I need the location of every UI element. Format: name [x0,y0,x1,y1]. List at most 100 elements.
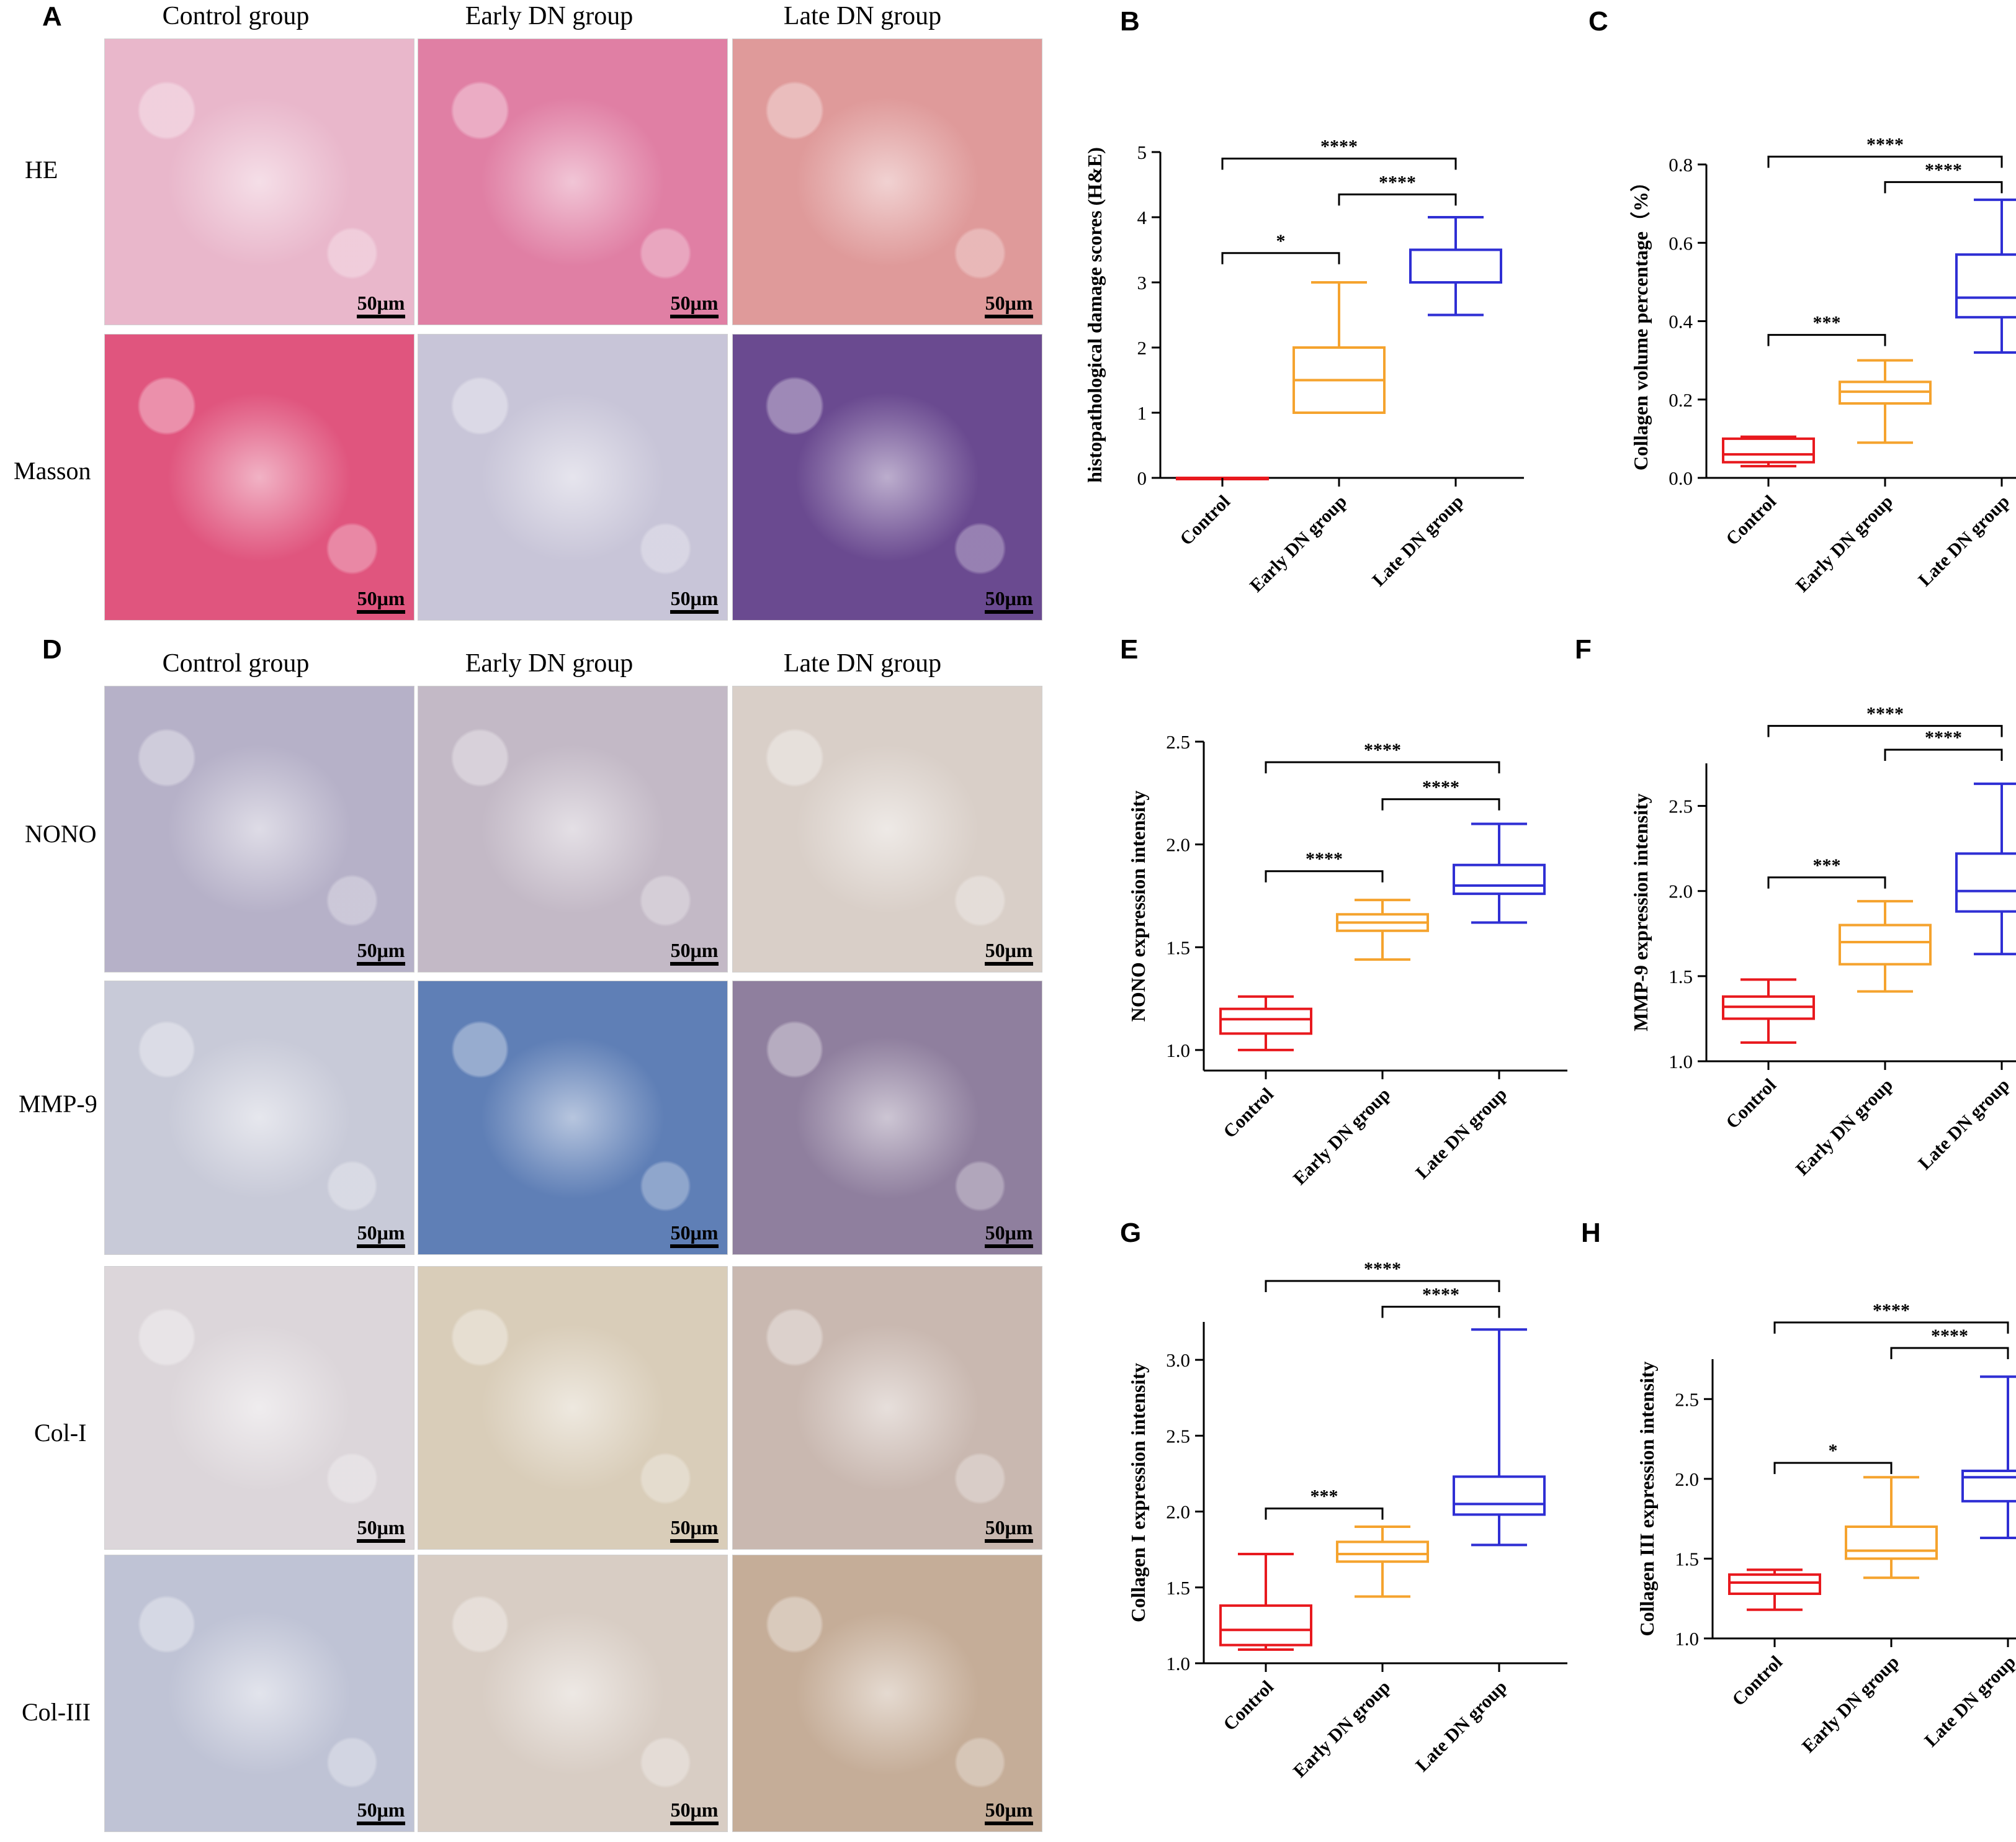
box-iqr [1955,852,2016,913]
y-tick-label: 1.0 [1675,1628,1699,1650]
micrograph-nono-3: 50μm [732,686,1042,973]
box-1 [1722,978,1815,1044]
scale-bar-line [670,1244,719,1248]
bracket-line [1265,1280,1500,1292]
x-tick-label: Control [1176,492,1234,550]
scale-bar-line [670,610,719,614]
y-tick-label: 1 [1137,402,1147,424]
micrograph-he-1: 50μm [104,38,414,325]
y-axis-label: histopathological damage scores (H&E) [1083,147,1106,483]
x-tick-label: Control [1728,1652,1786,1710]
box-iqr [1453,863,1546,896]
y-tick-label: 4 [1137,207,1147,228]
significance-label: **** [1422,777,1459,797]
box-2 [1845,1476,1938,1579]
y-tick-label: 1.5 [1669,966,1693,987]
micrograph-mmp-9-2: 50μm [418,981,728,1255]
scale-bar: 50μm [357,292,405,318]
panel-letter-c: C [1588,6,1608,37]
box-2 [1292,281,1386,414]
scale-bar: 50μm [985,292,1033,318]
y-tick-label: 5 [1137,142,1147,163]
bracket-line [1265,761,1500,774]
micrograph-col-iii-1: 50μm [104,1555,414,1832]
y-tick-label: 0 [1137,467,1147,489]
chart-f: 1.0 1.5 2.0 2.5 MMP-9 expression intensity Co… [1629,704,2016,1180]
scale-bar-label: 50μm [357,1516,405,1539]
y-tick-label: 0.4 [1669,311,1693,333]
bracket-line [1767,876,1886,889]
scale-bar-label: 50μm [985,1799,1033,1821]
scale-bar-line [670,1822,719,1825]
significance-label: **** [1306,849,1343,869]
row-label-masson: Masson [14,457,91,485]
bracket-line [1221,158,1457,170]
significance-label: **** [1320,137,1358,157]
panel-letter-g: G [1120,1218,1142,1248]
col-header-early-dn-d: Early DN group [465,649,634,678]
scale-bar: 50μm [357,939,405,966]
y-axis-label: Collagen volume percentage（%） [1629,172,1652,470]
row-label-col-iii: Col-III [22,1698,91,1726]
box-3 [1453,822,1546,924]
x-tick-label: Late DN group [1914,492,2014,591]
box-3 [1409,216,1502,317]
scale-bar-line [357,1539,405,1543]
chart-e: 1.0 1.5 2.0 2.5 NONO expression intensity Con… [1127,731,1567,1189]
significance-label: **** [1364,1259,1401,1279]
box-iqr [1955,253,2016,319]
scale-bar-line [357,962,405,966]
micrograph-masson-1: 50μm [104,334,414,621]
significance-bracket: *** [1767,855,1886,889]
bracket-line [1767,725,2003,737]
col-header-early-dn: Early DN group [465,2,634,30]
box-iqr [1845,1525,1938,1560]
scale-bar: 50μm [985,1516,1033,1543]
box-iqr [1219,1604,1312,1647]
micrograph-col-i-3: 50μm [732,1266,1042,1550]
micrograph-col-iii-2: 50μm [418,1555,728,1832]
y-tick-label: 1.5 [1675,1548,1699,1570]
y-tick-label: 0.2 [1669,389,1693,411]
box-1 [1219,995,1312,1051]
box-3 [1955,782,2016,956]
box-3 [1453,1328,1546,1547]
x-tick-label: Control [1722,492,1780,550]
significance-bracket: **** [1265,1259,1500,1292]
scale-bar-label: 50μm [985,587,1033,609]
box-1 [1219,1553,1312,1651]
y-tick-label: 1.0 [1166,1653,1190,1674]
panel-letter-h: H [1581,1218,1601,1248]
scale-bar-label: 50μm [670,1516,719,1539]
significance-label: **** [1931,1326,1968,1346]
bracket-line [1221,252,1340,264]
scale-bar: 50μm [670,1221,719,1248]
scale-bar-label: 50μm [357,1799,405,1821]
significance-label: **** [1866,134,1904,155]
box-iqr [1219,1007,1312,1035]
box-3 [1961,1375,2016,1539]
significance-bracket: **** [1767,134,2003,168]
x-tick-label: Early DN group [1792,492,1897,596]
panel-letter-a: A [42,1,62,32]
scale-bar: 50μm [670,292,719,318]
micrograph-mmp-9-3: 50μm [732,981,1042,1255]
scale-bar-line [985,1822,1033,1825]
x-tick-label: Early DN group [1289,1677,1394,1782]
chart-g: 1.0 1.5 2.0 2.5 3.0 Collagen I expression int… [1127,1259,1567,1782]
scale-bar-label: 50μm [670,1799,719,1821]
bracket-line [1338,193,1457,206]
scale-bar-line [985,315,1033,318]
micrograph-col-i-1: 50μm [104,1266,414,1550]
significance-label: * [1829,1440,1838,1461]
y-tick-label: 1.5 [1166,937,1190,958]
scale-bar: 50μm [357,1799,405,1825]
scale-bar: 50μm [670,587,719,614]
significance-bracket: **** [1767,704,2003,737]
significance-bracket: **** [1381,1285,1500,1318]
significance-bracket: **** [1884,727,2003,762]
scale-bar: 50μm [357,1221,405,1248]
scale-bar-label: 50μm [670,587,719,609]
y-axis-label: NONO expression intensity [1127,791,1149,1022]
x-tick-label: Late DN group [1412,1084,1511,1184]
